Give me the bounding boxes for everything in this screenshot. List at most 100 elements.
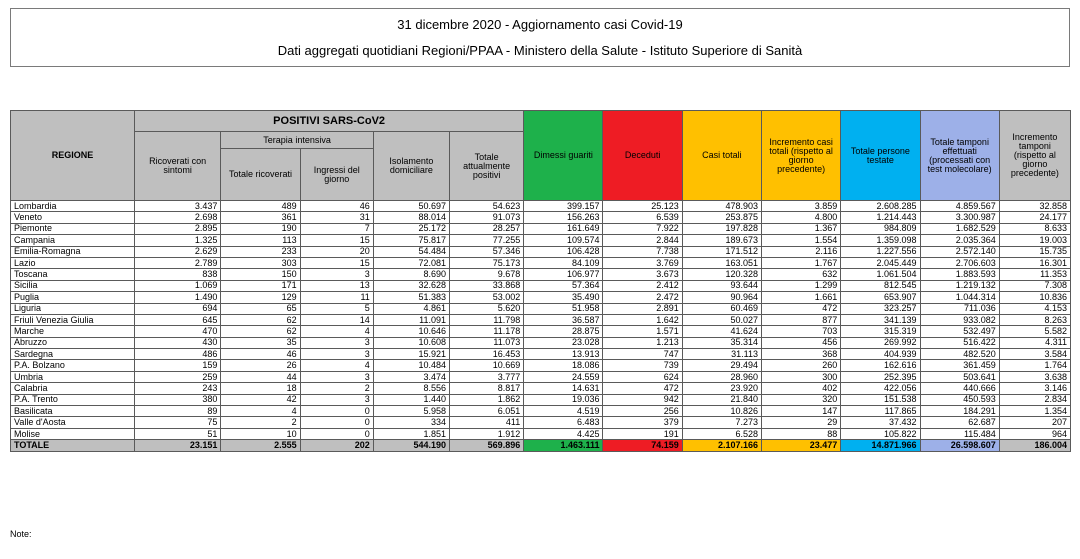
- header-tamponi: Totale tamponi effettuati (processati co…: [919, 110, 1000, 201]
- table-cell: 147: [761, 405, 842, 418]
- table-cell: 964: [998, 427, 1072, 441]
- table-cell: 42: [220, 393, 301, 407]
- table-cell: 478.903: [681, 199, 763, 213]
- table-cell: 6.539: [602, 211, 683, 224]
- region-name: Emilia-Romagna: [10, 245, 135, 258]
- table-cell: 2.706.603: [919, 256, 1000, 270]
- table-cell: 703: [761, 325, 842, 338]
- table-cell: 0: [299, 405, 374, 418]
- table-cell: 190: [220, 222, 301, 236]
- table-cell: 243: [133, 382, 222, 395]
- header-persone-testate: Totale persone testate: [840, 110, 921, 201]
- table-cell: 1.571: [602, 325, 683, 338]
- table-cell: 90.964: [681, 291, 763, 304]
- table-cell: 404.939: [840, 348, 921, 361]
- table-cell: 35: [220, 336, 301, 350]
- table-row: Abruzzo 430 35 3 10.608 11.073 23.028 1.213 35.3…: [10, 336, 1072, 350]
- table-cell: 151.538: [840, 393, 921, 407]
- table-cell: 341.139: [840, 313, 921, 327]
- header-terapia-intensiva: Terapia intensiva: [220, 131, 374, 149]
- table-cell: 2.789: [133, 256, 222, 270]
- table-cell: 21.840: [681, 393, 763, 407]
- table-row: Sicilia 1.069 171 13 32.628 33.868 57.364 2.412…: [10, 279, 1072, 293]
- region-name: Sardegna: [10, 348, 135, 361]
- table-row: Umbria 259 44 3 3.474 3.777 24.559 624 28.960 300…: [10, 370, 1072, 384]
- table-cell: 380: [133, 393, 222, 407]
- table-cell: 2.116: [761, 245, 842, 258]
- region-name: Campania: [10, 234, 135, 247]
- table-cell: 2: [220, 416, 301, 429]
- table-cell: 503.641: [919, 370, 1000, 384]
- table-cell: 115.484: [919, 427, 1000, 441]
- table-cell: 171.512: [681, 245, 763, 258]
- table-cell: 23.920: [681, 382, 763, 395]
- table-cell: 3: [299, 348, 374, 361]
- table-cell: 105.822: [840, 427, 921, 441]
- table-cell: 41.624: [681, 325, 763, 338]
- region-name: P.A. Trento: [10, 393, 135, 407]
- table-cell: 323.257: [840, 302, 921, 315]
- header-totale-ricoverati: Totale ricoverati: [220, 148, 301, 201]
- table-cell: 7: [299, 222, 374, 236]
- table-row: P.A. Trento 380 42 3 1.440 1.862 19.036 942 21.8…: [10, 393, 1072, 407]
- table-cell: 26: [220, 359, 301, 372]
- table-cell: 470: [133, 325, 222, 338]
- table-cell: 2.844: [602, 234, 683, 247]
- table-cell: 29: [761, 416, 842, 429]
- table-cell: 482.520: [919, 348, 1000, 361]
- table-cell: 303: [220, 256, 301, 270]
- table-cell: 711.036: [919, 302, 1000, 315]
- table-row: P.A. Bolzano 159 26 4 10.484 10.669 18.086 739 2…: [10, 359, 1072, 372]
- table-cell: 269.992: [840, 336, 921, 350]
- table-cell: 171: [220, 279, 301, 293]
- table-cell: 812.545: [840, 279, 921, 293]
- region-name: Calabria: [10, 382, 135, 395]
- table-cell: 91.073: [448, 211, 525, 224]
- table-cell: 5.582: [998, 325, 1072, 338]
- table-cell: 156.263: [523, 211, 604, 224]
- table-cell: 129: [220, 291, 301, 304]
- table-cell: 31.113: [681, 348, 763, 361]
- total-cell: 202: [299, 439, 374, 452]
- table-cell: 8.690: [372, 268, 451, 281]
- table-cell: 3.638: [998, 370, 1072, 384]
- table-cell: 65: [220, 302, 301, 315]
- region-name: Veneto: [10, 211, 135, 224]
- table-cell: 1.912: [448, 427, 525, 441]
- table-cell: 150: [220, 268, 301, 281]
- table-cell: 11.178: [448, 325, 525, 338]
- table-row: Valle d'Aosta 75 2 0 334 411 6.483 379 7.273 29 37…: [10, 416, 1072, 429]
- table-cell: 489: [220, 199, 301, 213]
- table-cell: 233: [220, 245, 301, 258]
- header-ricoverati: Ricoverati con sintomi: [133, 131, 222, 201]
- table-cell: 2.891: [602, 302, 683, 315]
- header-incremento-tamponi: Incremento tamponi (rispetto al giorno p…: [998, 110, 1072, 201]
- region-name: Umbria: [10, 370, 135, 384]
- table-cell: 4: [299, 325, 374, 338]
- table-cell: 50.027: [681, 313, 763, 327]
- region-name: Piemonte: [10, 222, 135, 236]
- table-cell: 28.257: [448, 222, 525, 236]
- table-cell: 6.051: [448, 405, 525, 418]
- table-cell: 10.669: [448, 359, 525, 372]
- table-cell: 942: [602, 393, 683, 407]
- table-row: Calabria 243 18 2 8.556 8.817 14.631 472 23.920 4…: [10, 382, 1072, 395]
- table-cell: 32.858: [998, 199, 1072, 213]
- table-cell: 456: [761, 336, 842, 350]
- table-cell: 10.484: [372, 359, 451, 372]
- table-cell: 3.777: [448, 370, 525, 384]
- table-cell: 184.291: [919, 405, 1000, 418]
- table-cell: 4.519: [523, 405, 604, 418]
- table-cell: 18: [220, 382, 301, 395]
- table-row: Emilia-Romagna 2.629 233 20 54.484 57.346 106.…: [10, 245, 1072, 258]
- table-cell: 207: [998, 416, 1072, 429]
- table-cell: 653.907: [840, 291, 921, 304]
- region-name: Marche: [10, 325, 135, 338]
- table-cell: 9.678: [448, 268, 525, 281]
- table-cell: 632: [761, 268, 842, 281]
- table-cell: 4: [299, 359, 374, 372]
- table-cell: 72.081: [372, 256, 451, 270]
- table-cell: 20: [299, 245, 374, 258]
- region-name: Valle d'Aosta: [10, 416, 135, 429]
- table-cell: 46: [299, 199, 374, 213]
